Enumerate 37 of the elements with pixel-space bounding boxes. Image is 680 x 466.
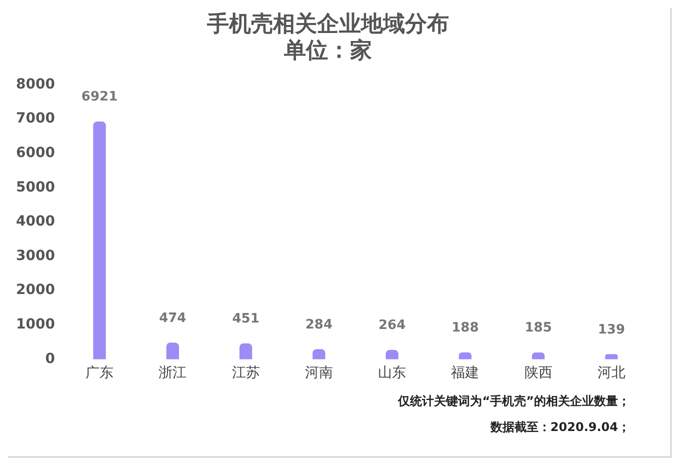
x-tick-label: 河南	[304, 365, 333, 382]
x-tick-label: 江苏	[232, 365, 260, 382]
y-tick-label: 6000	[16, 145, 56, 162]
y-tick-label: 7000	[16, 110, 56, 127]
chart-subtitle: 单位：家	[283, 37, 372, 64]
x-tick-label: 河北	[597, 365, 626, 382]
chart-title: 手机壳相关企业地域分布	[206, 12, 449, 37]
data-label: 188	[452, 320, 479, 336]
text: 数据截至：2020.9.04；	[489, 419, 630, 436]
bar	[166, 342, 179, 360]
x-tick-label: 山东	[378, 365, 406, 382]
x-tick-label: 福建	[451, 365, 480, 382]
y-tick-label: 4000	[16, 214, 56, 230]
bar	[532, 352, 545, 360]
y-tick-label: 0	[45, 350, 56, 367]
bar	[312, 349, 326, 360]
y-tick-label: 5000	[16, 179, 56, 196]
x-tick-label: 陕西	[524, 365, 552, 382]
y-tick-label: 2000	[16, 282, 56, 298]
text: 仅统计关键词为“手机壳”的相关企业数量；	[396, 393, 630, 410]
data-label: 474	[159, 310, 186, 326]
data-label: 185	[524, 320, 552, 336]
bar	[605, 354, 618, 360]
bar	[93, 121, 106, 360]
x-tick-label: 浙江	[158, 365, 187, 382]
y-tick-label: 3000	[16, 248, 56, 264]
bar	[239, 343, 252, 360]
data-label: 264	[378, 318, 406, 334]
bar	[458, 352, 472, 360]
data-label: 284	[305, 317, 332, 332]
x-tick-label: 广东	[86, 365, 114, 382]
y-tick-label: 8000	[16, 76, 56, 92]
data-label: 451	[232, 312, 260, 327]
data-label: 139	[598, 322, 626, 338]
data-label: 6921	[81, 90, 118, 105]
bar	[386, 350, 398, 360]
y-tick-label: 1000	[16, 316, 56, 333]
